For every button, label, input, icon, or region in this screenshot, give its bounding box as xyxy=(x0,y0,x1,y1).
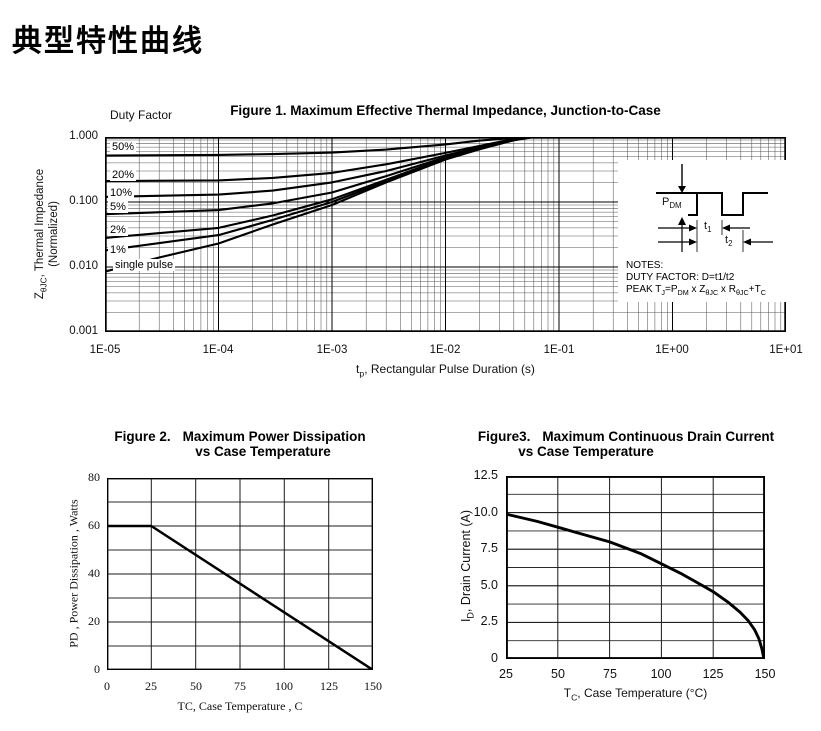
fig2-y-tick: 0 xyxy=(94,662,100,676)
fig2-y-tick: 20 xyxy=(88,614,100,628)
fig1-duty-factor-label: Duty Factor xyxy=(110,108,173,122)
fig3-title-line2: vs Case Temperature xyxy=(518,444,654,459)
fig3-y-tick: 12.5 xyxy=(473,468,498,482)
fig3-x-axis-label: TC, Case Temperature (°C) xyxy=(563,686,708,703)
fig3-title: Figure3. Maximum Continuous Drain Current… xyxy=(436,429,816,459)
fig1-y-tick: 0.010 xyxy=(69,260,98,272)
fig1-curve-label-1: 1% xyxy=(108,244,128,256)
fig1-curve-label-5: 5% xyxy=(108,201,128,213)
fig1-y-tick: 0.001 xyxy=(69,325,98,337)
pulse-waveform-diagram xyxy=(656,164,773,252)
fig2-x-tick: 75 xyxy=(234,679,246,693)
fig2-series-pd xyxy=(107,524,373,670)
notes-peak-tj: PEAK TJ=PDM x ZθJC x RθJC+TC xyxy=(626,284,766,297)
fig1-series-50- xyxy=(105,137,786,157)
fig3-y-tick: 0 xyxy=(491,651,498,665)
fig3-y-tick: 2.5 xyxy=(480,614,498,628)
t2-label: t2 xyxy=(725,234,733,249)
fig2-x-tick: 0 xyxy=(104,679,110,693)
fig1-curve-label-10: 10% xyxy=(108,187,135,199)
fig1-title: Figure 1. Maximum Effective Thermal Impe… xyxy=(230,103,661,118)
fig2-title: Figure 2. Maximum Power Dissipation vs Ca… xyxy=(62,429,418,459)
pdm-label: PDM xyxy=(662,196,682,211)
fig3-x-tick: 50 xyxy=(551,667,565,681)
fig3-y-axis-label: ID, Drain Current (A) xyxy=(459,509,476,623)
fig1-x-tick: 1E-03 xyxy=(316,344,348,356)
fig3-series-id xyxy=(506,512,765,659)
fig1-curve-label-single-pulse: single pulse xyxy=(113,259,176,271)
fig1-inset: PDM t1 t2 NOTES: DUTY FACTOR: D=t1/t2 PE… xyxy=(618,160,808,302)
fig1-curve-label-20: 20% xyxy=(110,169,137,181)
fig1-y-axis-label-line1: ZθJC, Thermal Impedance xyxy=(34,168,49,300)
fig3-plot xyxy=(506,476,765,659)
page-title: 典型特性曲线 xyxy=(12,24,204,59)
fig1-x-tick: 1E-01 xyxy=(543,344,575,356)
fig2-x-tick: 150 xyxy=(364,679,382,693)
notes-heading: NOTES: xyxy=(626,260,664,271)
fig1-series-20- xyxy=(105,137,786,183)
fig1-x-tick: 1E+00 xyxy=(655,344,689,356)
fig3-title-prefix: Figure3. xyxy=(477,429,531,444)
fig1-series-single-pulse xyxy=(105,137,786,273)
fig3-title-main: Maximum Continuous Drain Current xyxy=(542,429,775,444)
fig2-title-prefix: Figure 2. xyxy=(114,429,171,444)
fig3-x-tick: 75 xyxy=(603,667,617,681)
t1-label: t1 xyxy=(704,220,712,235)
fig2-y-tick: 60 xyxy=(88,518,100,532)
fig2-y-tick: 40 xyxy=(88,566,100,580)
fig2-plot xyxy=(107,478,373,670)
fig1-y-tick: 0.100 xyxy=(69,195,98,207)
fig1-y-axis-label-line2: (Normalized) xyxy=(48,201,60,267)
fig2-x-tick: 125 xyxy=(320,679,338,693)
fig1-series-10- xyxy=(105,137,786,198)
fig2-x-tick: 25 xyxy=(145,679,157,693)
fig3-x-tick: 125 xyxy=(702,667,724,681)
fig3-y-tick: 10.0 xyxy=(473,505,498,519)
fig1-x-axis-label: tp, Rectangular Pulse Duration (s) xyxy=(356,362,535,379)
fig3-x-tick: 100 xyxy=(650,667,672,681)
fig1-x-tick: 1E-02 xyxy=(429,344,461,356)
fig1-y-axis-label: ZθJC, Thermal Impedance (Normalized) xyxy=(33,134,61,334)
fig2-x-axis-label: TC, Case Temperature , C xyxy=(177,699,303,713)
fig2-title-main: Maximum Power Dissipation xyxy=(182,429,366,444)
fig2-x-tick: 100 xyxy=(275,679,293,693)
fig1-curve-label-50: 50% xyxy=(110,141,137,153)
fig2-title-line2: vs Case Temperature xyxy=(195,444,331,459)
fig3-x-tick: 150 xyxy=(754,667,776,681)
fig1-y-tick: 1.000 xyxy=(69,130,98,142)
fig3-x-tick: 25 xyxy=(499,667,513,681)
notes-duty-factor: DUTY FACTOR: D=t1/t2 xyxy=(626,272,735,283)
fig2-y-tick: 80 xyxy=(88,470,100,484)
fig3-y-tick: 5.0 xyxy=(480,578,498,592)
fig3-y-tick: 7.5 xyxy=(480,541,498,555)
fig2-x-tick: 50 xyxy=(190,679,202,693)
fig1-x-tick: 1E-05 xyxy=(89,344,121,356)
fig1-x-tick: 1E+01 xyxy=(769,344,803,356)
fig2-y-axis-label: PD , Power Dissipation , Watts xyxy=(66,499,81,648)
fig1-x-tick: 1E-04 xyxy=(202,344,234,356)
fig1-curve-label-2: 2% xyxy=(108,224,128,236)
